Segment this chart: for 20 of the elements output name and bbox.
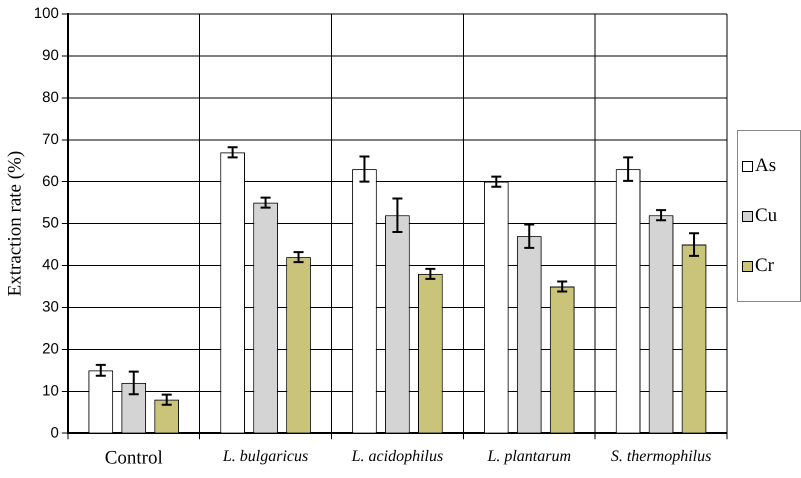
y-tick-label: 10 [42, 382, 59, 400]
y-tick-label: 40 [42, 256, 59, 274]
x-tick-label: Control [104, 448, 163, 469]
x-tick-label: L. plantarum [486, 448, 572, 466]
x-tick-label: S. thermophilus [610, 448, 712, 466]
y-tick-label: 50 [42, 214, 59, 232]
legend-label: Cr [754, 254, 775, 278]
y-axis-title: Extraction rate (%) [4, 150, 26, 296]
y-tick-label: 0 [50, 424, 59, 442]
y-tick-label: 60 [42, 172, 59, 190]
y-tick-label: 30 [42, 298, 59, 316]
x-tick-label: L. acidophilus [350, 448, 444, 466]
x-tick-label: L. bulgaricus [222, 448, 308, 466]
y-tick-label: 100 [34, 5, 59, 22]
y-tick-label: 20 [42, 340, 59, 358]
y-tick-label: 90 [42, 47, 59, 64]
text: As [754, 154, 778, 178]
y-tick-label: 70 [42, 130, 59, 148]
y-tick-label: 80 [42, 88, 59, 106]
legend-label: Cu [754, 204, 778, 228]
